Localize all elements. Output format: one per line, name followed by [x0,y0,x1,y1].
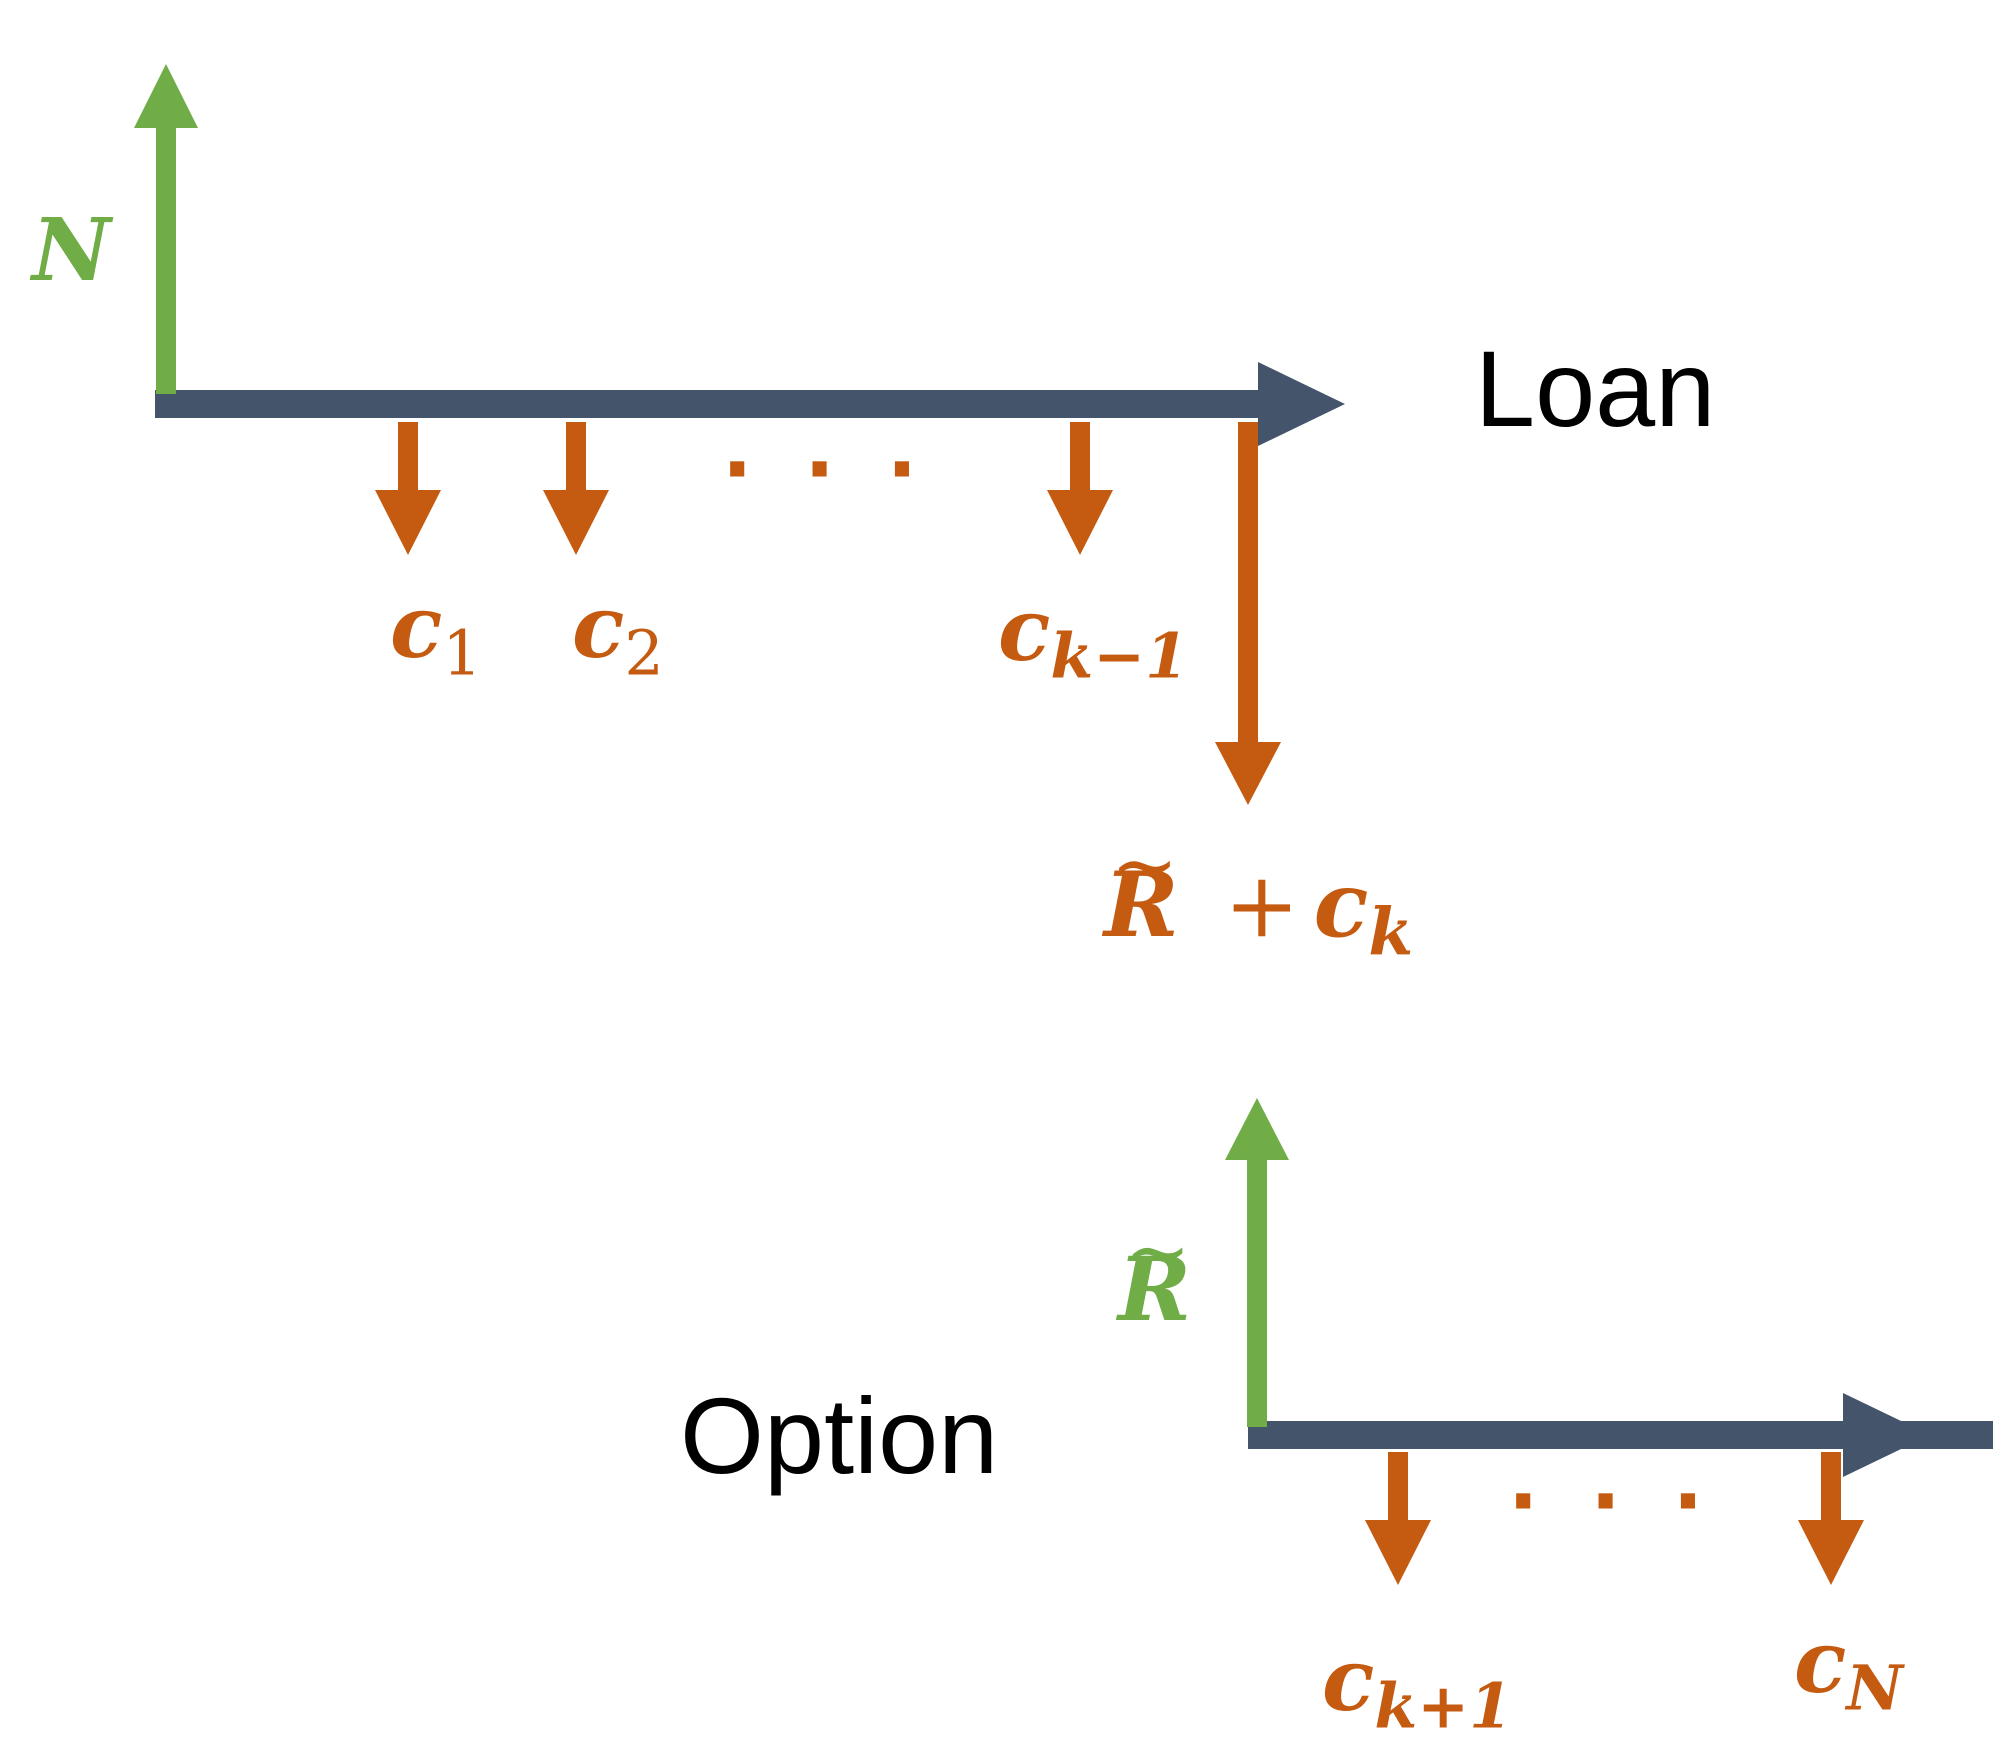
loan-inflow-arrow [134,64,198,394]
subscript: k+1 [1374,1669,1512,1742]
loan-final-outflow-label: R +ck [1104,860,1413,965]
loan-inflow-label: N [32,208,111,294]
option-ellipsis: ··· [1508,1462,1755,1542]
symbol: c [572,577,624,678]
subscript: N [1846,1651,1903,1724]
option-outflow-arrow-ck+1 [1365,1452,1431,1585]
symbol: c [998,580,1050,681]
loan-ellipsis: ··· [722,430,969,510]
loan-outflow-arrow-c2 [543,422,609,555]
loan-outflow-label-c2: c2 [572,585,664,685]
symbol: c [390,577,442,678]
option-inflow-label: R [1118,1245,1191,1333]
subscript: k−1 [1050,619,1188,692]
loan-outflow-arrow-ck-1 [1047,422,1113,555]
symbol: c [1794,1612,1846,1713]
option-outflow-arrow-cN [1798,1452,1864,1585]
symbol: c [1314,852,1369,958]
subscript: 1 [442,617,481,689]
loan-title: Loan [1475,335,1715,443]
plus-sign: + [1224,853,1299,958]
loan-final-outflow-arrow [1215,422,1281,805]
option-outflow-label-cN: cN [1794,1620,1903,1719]
loan-outflow-arrow-c1 [375,422,441,555]
symbol: c [1322,1630,1374,1731]
subscript: 2 [624,617,663,689]
loan-outflow-label-c1: c1 [390,585,482,685]
option-title: Option [680,1382,998,1490]
r-tilde-symbol: R [1118,1245,1191,1333]
loan-outflow-label-ck-1: ck−1 [998,588,1188,687]
r-tilde-symbol: R [1104,860,1179,950]
subscript: k [1368,894,1413,970]
option-outflow-label-ck+1: ck+1 [1322,1638,1512,1737]
option-inflow-arrow [1225,1098,1289,1427]
